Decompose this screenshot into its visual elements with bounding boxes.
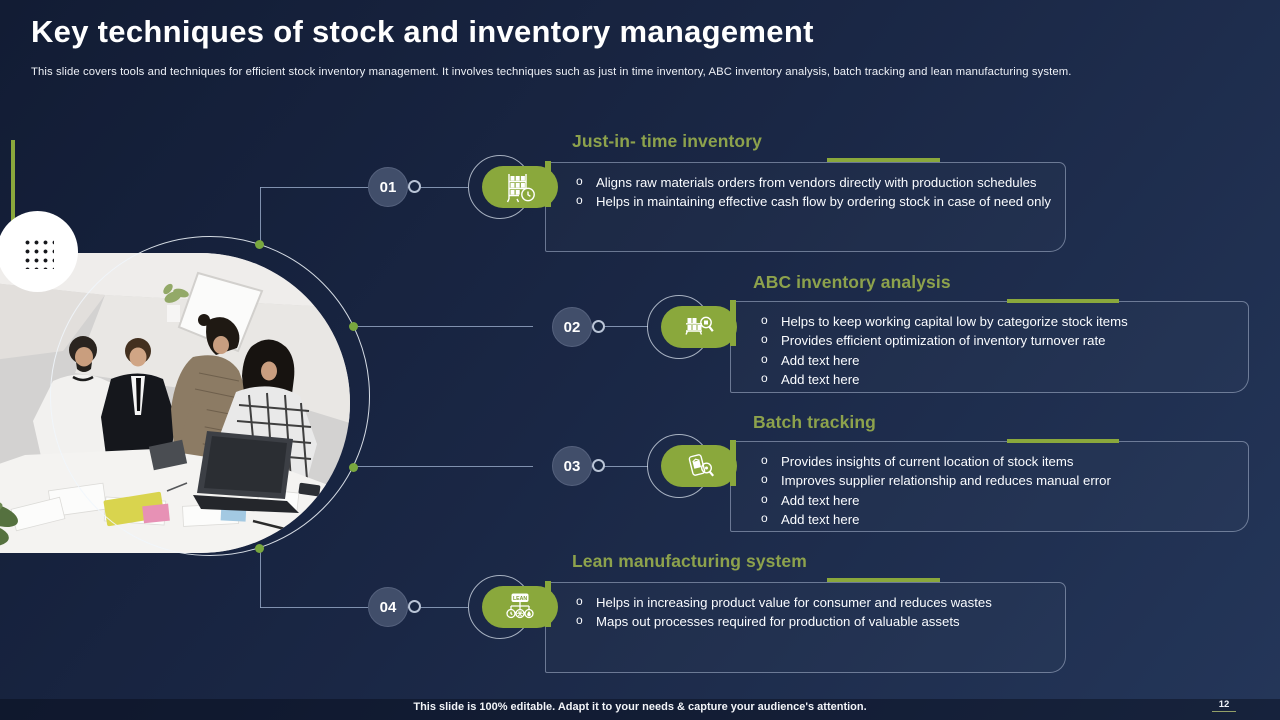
heading-underline xyxy=(827,158,940,162)
bullet-item: o Maps out processes required for product… xyxy=(576,613,960,630)
bullet-list: o Provides insights of current location o… xyxy=(731,452,1240,529)
batch-scan-magnifier-icon xyxy=(688,454,715,477)
text-box: o Helps in increasing product value for c… xyxy=(545,581,1066,673)
bullet-item: o Add text here xyxy=(761,370,860,387)
bullet-item: o Helps in increasing product value for c… xyxy=(576,594,992,610)
bullet-marker: o xyxy=(761,351,768,366)
heading-underline xyxy=(827,578,940,582)
bullet-marker: o xyxy=(576,174,583,188)
heading-underline xyxy=(1007,439,1119,443)
section-title: ABC inventory analysis xyxy=(753,272,951,292)
icon-pill-batch xyxy=(661,445,737,487)
bullet-marker: o xyxy=(761,510,768,525)
lean-process-icon: LEAN xyxy=(506,593,534,619)
page-number: 12 xyxy=(1212,699,1236,712)
connector-node-dot xyxy=(349,463,358,472)
step-number-badge: 02 xyxy=(552,307,592,347)
connector-line xyxy=(407,607,468,608)
section-title: Just-in- time inventory xyxy=(572,131,762,151)
bullet-marker: o xyxy=(576,613,583,628)
dot-grid-icon xyxy=(23,238,54,269)
connector-line xyxy=(354,466,533,467)
bullet-marker: o xyxy=(761,313,768,327)
bullet-marker: o xyxy=(761,491,768,506)
storage-rack-clock-icon xyxy=(506,174,535,203)
bullet-marker: o xyxy=(576,193,583,208)
connector-node-dot xyxy=(255,544,264,553)
page-title: Key techniques of stock and inventory ma… xyxy=(31,14,814,49)
inventory-shelf-magnifier-icon xyxy=(685,316,714,335)
connector-line xyxy=(353,326,533,327)
bullet-list: o Helps in increasing product value for c… xyxy=(546,593,1057,632)
bullet-marker: o xyxy=(761,370,768,385)
connector-ring xyxy=(408,600,421,613)
step-number-badge: 01 xyxy=(368,167,408,207)
section-title: Batch tracking xyxy=(753,412,876,432)
dots-ornament-circle xyxy=(0,211,78,292)
bullet-item: o Add text here xyxy=(761,510,860,527)
lean-label: LEAN xyxy=(513,596,527,602)
section-abc-analysis: ABC inventory analysis o Helps to keep wo… xyxy=(730,272,1249,393)
connector-node-dot xyxy=(349,322,358,331)
bullet-marker: o xyxy=(761,332,768,347)
section-batch-tracking: Batch tracking o Provides insights of cur… xyxy=(730,412,1249,532)
bullet-item: o Add text here xyxy=(761,491,860,508)
section-title: Lean manufacturing system xyxy=(572,551,807,571)
section-lean-manufacturing: Lean manufacturing system o Helps in incr… xyxy=(545,551,1066,673)
connector-ring xyxy=(408,180,421,193)
icon-pill-lean: LEAN xyxy=(482,586,558,628)
bullet-marker: o xyxy=(761,453,768,467)
icon-pill-abc xyxy=(661,306,737,348)
connector-line xyxy=(591,326,648,327)
bullet-list: o Aligns raw materials orders from vendor… xyxy=(546,173,1057,212)
bullet-marker: o xyxy=(761,472,768,487)
bullet-marker: o xyxy=(576,594,583,608)
footer-note: This slide is 100% editable. Adapt it to… xyxy=(413,701,867,713)
section-just-in-time: Just-in- time inventory o Aligns raw mate… xyxy=(545,131,1066,252)
bullet-item: o Provides efficient optimization of inve… xyxy=(761,332,1106,349)
step-number-badge: 04 xyxy=(368,587,408,627)
text-box: o Helps to keep working capital low by ca… xyxy=(730,300,1249,393)
icon-pill-jit xyxy=(482,166,558,208)
green-accent-line xyxy=(11,140,15,255)
text-box: o Aligns raw materials orders from vendor… xyxy=(545,161,1066,252)
bullet-list: o Helps to keep working capital low by ca… xyxy=(731,312,1240,389)
connector-line xyxy=(260,187,261,245)
heading-underline xyxy=(1007,299,1119,303)
step-number-badge: 03 xyxy=(552,446,592,486)
connector-line xyxy=(407,187,468,188)
bullet-item: o Helps in maintaining effective cash flo… xyxy=(576,193,1051,210)
bullet-item: o Aligns raw materials orders from vendor… xyxy=(576,174,1037,190)
slide-subtitle: This slide covers tools and techniques f… xyxy=(31,66,1072,78)
connector-node-dot xyxy=(255,240,264,249)
connector-line xyxy=(260,187,368,188)
bullet-item: o Provides insights of current location o… xyxy=(761,453,1074,469)
decorative-circle-outline xyxy=(50,236,370,556)
connector-ring xyxy=(592,459,605,472)
connector-line xyxy=(591,466,648,467)
connector-line xyxy=(260,607,368,608)
bullet-item: o Improves supplier relationship and redu… xyxy=(761,472,1111,489)
bullet-item: o Helps to keep working capital low by ca… xyxy=(761,313,1128,329)
bullet-item: o Add text here xyxy=(761,351,860,368)
text-box: o Provides insights of current location o… xyxy=(730,440,1249,532)
connector-ring xyxy=(592,320,605,333)
footer-bar xyxy=(0,699,1280,720)
connector-line xyxy=(260,549,261,608)
